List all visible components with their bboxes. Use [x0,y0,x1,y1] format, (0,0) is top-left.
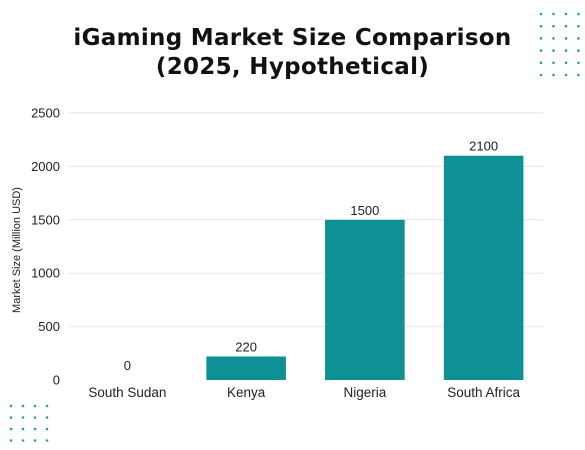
bar-value-label: 1500 [350,203,379,218]
decor-dot [45,416,49,419]
decor-dot [564,37,568,40]
decor-dot [33,416,37,419]
x-tick-label: Kenya [227,385,266,400]
decor-dot [564,12,568,16]
bar-value-label: 220 [235,340,257,355]
decor-dot [33,439,37,442]
y-tick-label: 1500 [31,212,60,227]
decor-dot [539,73,543,77]
bar [443,155,524,380]
bar [325,219,405,380]
decor-dot [577,73,580,77]
x-tick-label: Nigeria [343,385,386,400]
decor-dot [33,404,37,408]
y-tick-label: 2000 [31,159,60,174]
decor-dot [9,427,13,431]
x-tick-label: South Africa [447,385,520,400]
decor-dot [552,49,555,52]
decor-dot [539,24,543,28]
decor-dot [9,416,13,419]
decor-dot [577,61,580,65]
decor-dot [577,37,580,40]
decor-dot [577,49,580,52]
y-axis-title: Market Size (Million USD) [11,187,23,313]
decor-dot [539,12,543,16]
decor-dot [564,73,568,77]
y-tick-label: 1000 [31,266,60,281]
bar [206,356,286,380]
bars [206,155,524,380]
y-tick-label: 0 [53,373,60,388]
chart-title: iGaming Market Size Comparison (2025, Hy… [0,24,585,82]
decor-dot [45,439,49,442]
decor-dot [564,61,568,65]
bar-value-label: 0 [124,358,131,373]
decor-dot [9,439,13,442]
decor-dot [9,404,13,408]
decor-dot [21,427,25,431]
value-labels: 0 220 1500 2100 [124,139,498,373]
decorative-dots-bottom-left [9,404,49,442]
y-axis-tick-labels: 0 500 1000 1500 2000 2500 [31,106,60,388]
decor-dot [577,12,580,16]
decor-dot [539,37,543,40]
x-tick-label: South Sudan [88,385,166,400]
decor-dot [45,404,49,408]
x-axis-category-labels: South Sudan Kenya Nigeria South Africa [88,385,520,400]
decor-dot [539,61,543,65]
decor-dot [552,37,555,40]
y-tick-label: 2500 [31,106,60,121]
decor-dot [21,439,25,442]
decor-dot [21,404,25,408]
decor-dot [539,49,543,52]
y-tick-label: 500 [38,319,60,334]
decor-dot [45,427,49,431]
chart-title-line-1: iGaming Market Size Comparison [73,25,512,51]
chart-title-line-2: (2025, Hypothetical) [155,54,430,80]
decor-dot [564,24,568,28]
decorative-dots-top-right [539,12,580,77]
decor-dot [21,416,25,419]
decor-dot [552,24,555,28]
decor-dot [552,61,555,65]
decor-dot [577,24,580,28]
decor-dot [33,427,37,431]
decor-dot [552,12,555,16]
decor-dot [552,73,555,77]
decor-dot [564,49,568,52]
bar-value-label: 2100 [469,139,498,154]
